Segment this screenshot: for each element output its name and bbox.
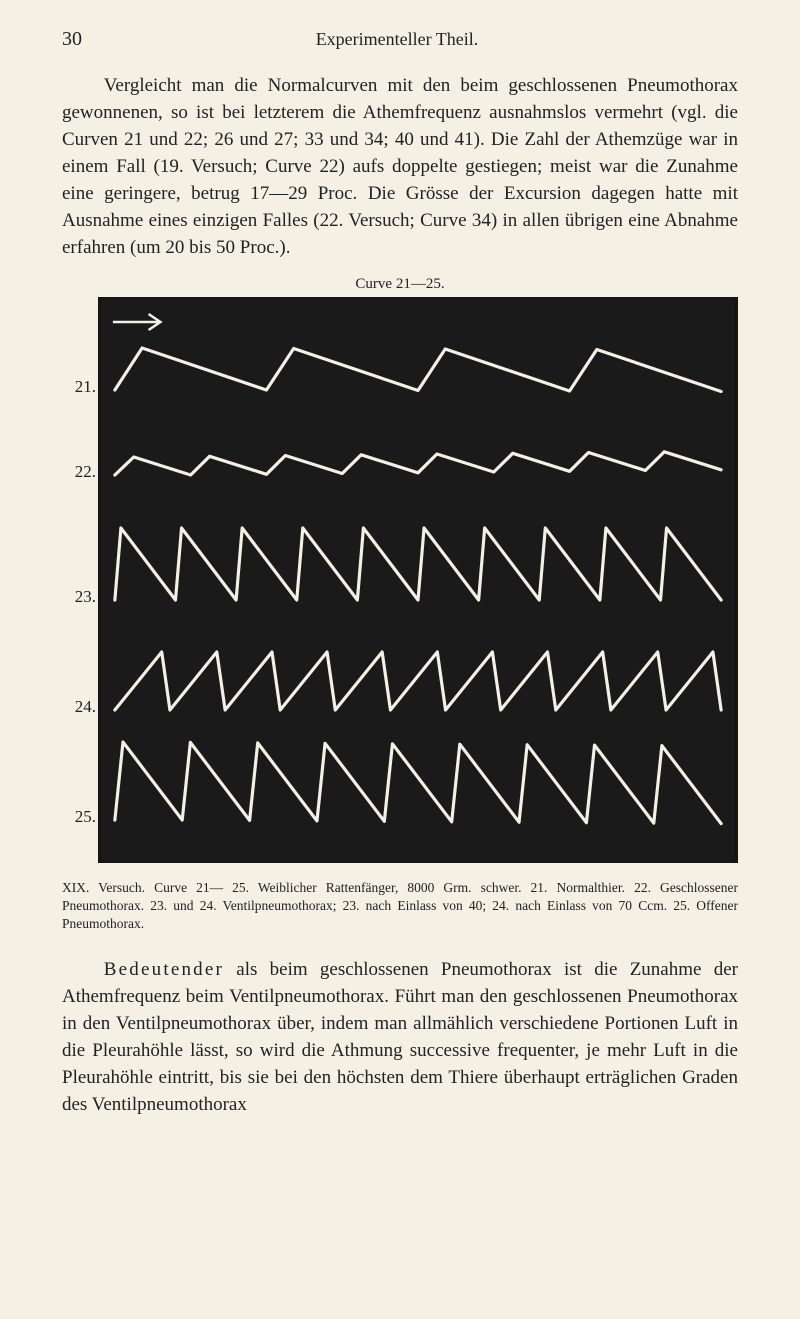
paragraph-2-lead: Bedeutender bbox=[104, 959, 224, 980]
curve-row-number: 21. bbox=[75, 377, 96, 397]
waveform-curve bbox=[115, 742, 721, 824]
running-title: Experimenteller Theil. bbox=[82, 29, 712, 50]
curve-row-number: 24. bbox=[75, 697, 96, 717]
chart-caption: XIX. Versuch. Curve 21— 25. Weiblicher R… bbox=[62, 879, 738, 934]
arrow-icon bbox=[113, 314, 161, 330]
chart-row-labels: 21. 22. 23. 24. 25. bbox=[62, 297, 98, 857]
page-header: 30 Experimenteller Theil. bbox=[62, 28, 738, 51]
waveform-curve bbox=[115, 348, 721, 392]
page: 30 Experimenteller Theil. Vergleicht man… bbox=[0, 0, 800, 1319]
waveform-curve bbox=[115, 652, 721, 710]
curve-row-number: 25. bbox=[75, 807, 96, 827]
chart-panel bbox=[98, 297, 738, 863]
curve-row-number: 22. bbox=[75, 462, 96, 482]
paragraph-2: Bedeutender als beim geschlossenen Pneum… bbox=[62, 957, 738, 1119]
chart-container: 21. 22. 23. 24. 25. bbox=[62, 297, 738, 863]
paragraph-2-body: als beim geschlossenen Pneumothorax ist … bbox=[62, 959, 738, 1115]
waveform-curve bbox=[115, 528, 721, 600]
waveform-chart bbox=[101, 300, 735, 860]
paragraph-1: Vergleicht man die Normalcurven mit den … bbox=[62, 73, 738, 262]
curve-row-number: 23. bbox=[75, 587, 96, 607]
waveform-curve bbox=[115, 452, 721, 475]
curve-range-label: Curve 21—25. bbox=[62, 276, 738, 293]
page-number: 30 bbox=[62, 28, 82, 51]
